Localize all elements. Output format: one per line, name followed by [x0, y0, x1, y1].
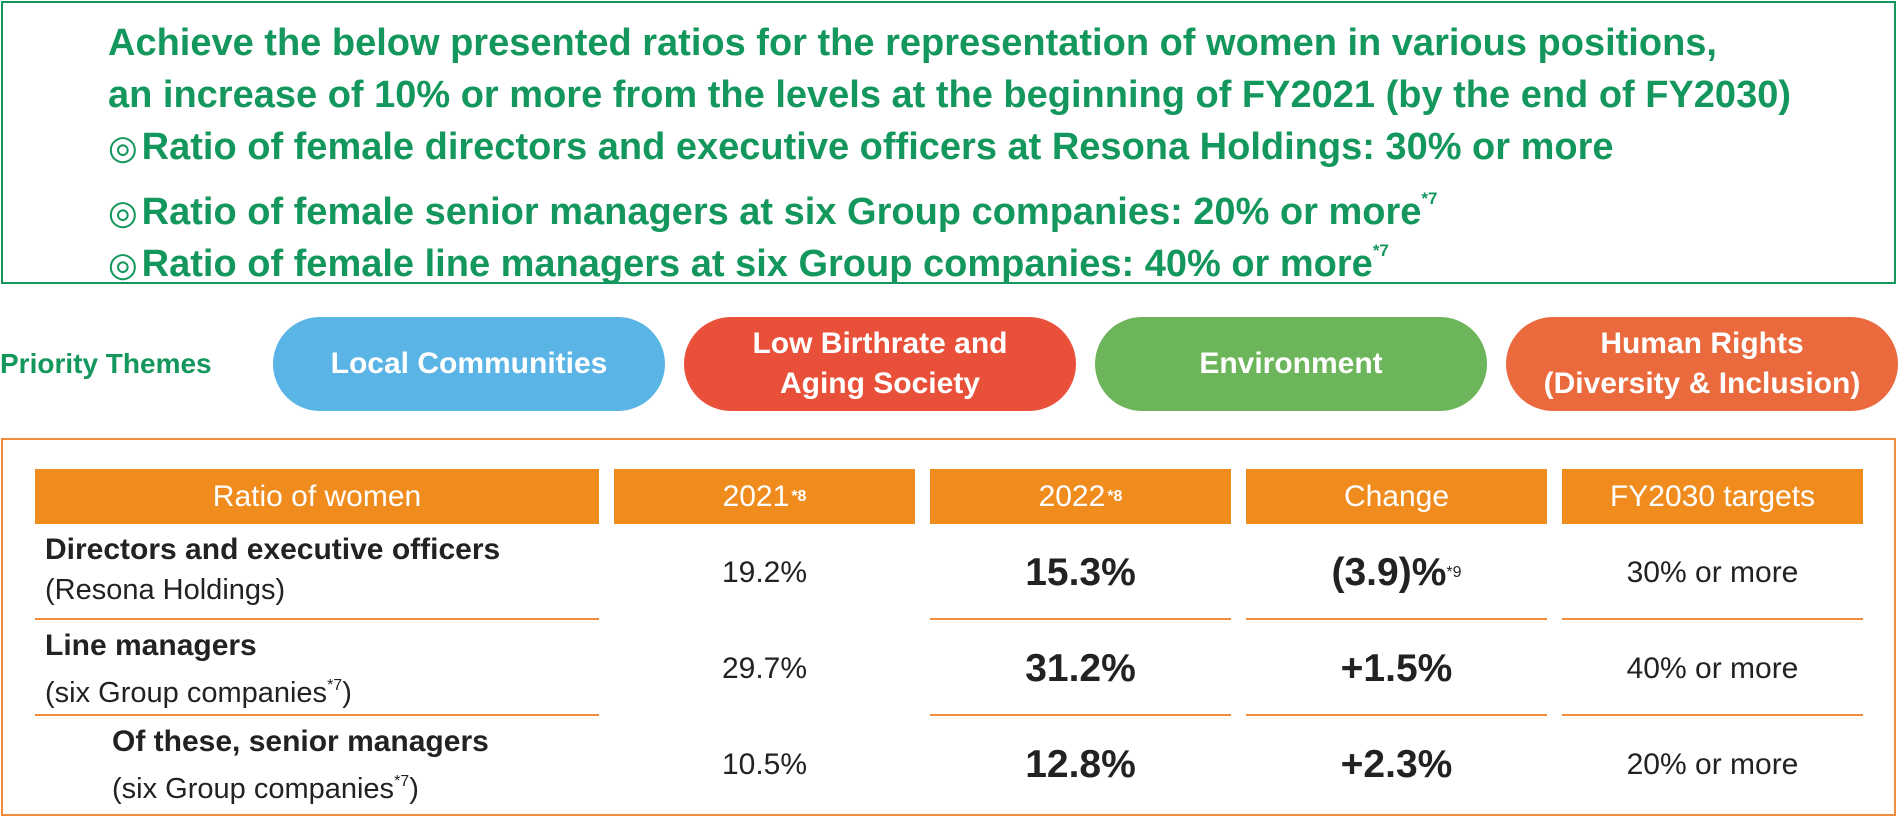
- header-label: FY2030 targets: [1609, 479, 1816, 513]
- row-sub-tail: ): [409, 773, 419, 805]
- theme-label-line2: Aging Society: [779, 367, 980, 400]
- row-divider: [930, 714, 1231, 716]
- footnote-ref: *7: [1421, 189, 1438, 208]
- theme-pill-low-birthrate: Low Birthrate and Aging Society: [684, 317, 1076, 411]
- header-label: Change: [1343, 479, 1450, 513]
- theme-label-line1: Human Rights: [1600, 327, 1804, 360]
- double-circle-icon: ◎: [108, 246, 138, 284]
- header-2021: 2021 *8: [614, 469, 915, 524]
- header-fy2030-targets: FY2030 targets: [1562, 469, 1863, 524]
- goal-bullet-text: Ratio of female directors and executive …: [141, 126, 1614, 168]
- goal-line-1: Achieve the below presented ratios for t…: [108, 22, 1717, 64]
- row-divider: [1246, 618, 1547, 620]
- row-sub-text: (six Group companies: [45, 677, 328, 709]
- row-label-sub: (six Group companies*7): [45, 666, 352, 713]
- theme-label-line1: Local Communities: [330, 347, 608, 380]
- goal-bullet-1: ◎ Ratio of female directors and executive…: [108, 121, 1791, 173]
- table-box: [1, 438, 1896, 816]
- row-divider: [930, 618, 1231, 620]
- goal-bullet-text: Ratio of female line managers at six Gro…: [141, 243, 1373, 285]
- cell-target: 20% or more: [1626, 748, 1799, 781]
- theme-pill-human-rights: Human Rights (Diversity & Inclusion): [1506, 317, 1898, 411]
- cell-target: 30% or more: [1626, 556, 1799, 589]
- priority-themes-label: Priority Themes: [0, 348, 212, 379]
- row-sub-text: (six Group companies: [112, 773, 395, 805]
- theme-pill-environment: Environment: [1095, 317, 1487, 411]
- row-label-directors: Directors and executive officers (Resona…: [45, 530, 500, 610]
- footnote-ref: *8: [791, 487, 807, 505]
- goal-text: Achieve the below presented ratios for t…: [108, 17, 1791, 285]
- header-2022: 2022 *8: [930, 469, 1231, 524]
- change-value: (3.9)%: [1331, 551, 1447, 594]
- row-sub-tail: ): [342, 677, 352, 709]
- row-label-senior-managers: Of these, senior managers (six Group com…: [112, 722, 489, 809]
- cell-2022: 31.2%: [1025, 647, 1136, 690]
- cell-2022: 12.8%: [1025, 743, 1136, 786]
- row-label-sub: (six Group companies*7): [112, 762, 489, 809]
- row-label-sub: (Resona Holdings): [45, 570, 500, 610]
- row-label-main: Directors and executive officers: [45, 533, 501, 566]
- theme-label-line1: Environment: [1199, 347, 1383, 380]
- double-circle-icon: ◎: [108, 194, 138, 232]
- row-sub-text: (Resona Holdings): [45, 574, 286, 606]
- footnote-ref: *8: [1107, 487, 1123, 505]
- row-divider: [1246, 714, 1547, 716]
- header-label: 2021: [722, 479, 790, 513]
- goal-box: Achieve the below presented ratios for t…: [1, 1, 1896, 285]
- header-change: Change: [1246, 469, 1547, 524]
- theme-label-line2: (Diversity & Inclusion): [1543, 367, 1861, 400]
- row-divider: [1562, 714, 1863, 716]
- row-divider: [35, 714, 599, 716]
- theme-pill-local-communities: Local Communities: [273, 317, 665, 411]
- goal-line-2: an increase of 10% or more from the leve…: [108, 74, 1791, 116]
- header-ratio-of-women: Ratio of women: [35, 469, 599, 524]
- row-label-main: Of these, senior managers: [112, 725, 489, 758]
- cell-2021: 29.7%: [721, 652, 808, 685]
- goal-bullet-text: Ratio of female senior managers at six G…: [141, 191, 1422, 233]
- goal-bullet-2: ◎ Ratio of female senior managers at six …: [108, 173, 1791, 233]
- cell-2021: 19.2%: [721, 556, 808, 589]
- cell-change: +2.3%: [1340, 743, 1453, 786]
- footnote-ref: *7: [327, 677, 343, 694]
- row-label-line-managers: Line managers (six Group companies*7): [45, 626, 352, 713]
- row-divider: [35, 618, 599, 620]
- cell-change: +1.5%: [1340, 647, 1453, 690]
- footnote-ref: *7: [394, 773, 410, 790]
- row-label-main: Line managers: [45, 629, 257, 662]
- double-circle-icon: ◎: [108, 129, 138, 167]
- header-label: Ratio of women: [212, 479, 422, 513]
- footnote-ref: *9: [1446, 564, 1462, 581]
- header-label: 2022: [1038, 479, 1106, 513]
- cell-change: (3.9)% *9: [1246, 551, 1547, 594]
- theme-label-line1: Low Birthrate and: [752, 327, 1008, 360]
- goal-bullet-3: ◎ Ratio of female line managers at six Gr…: [108, 225, 1791, 285]
- cell-2021: 10.5%: [721, 748, 808, 781]
- row-divider: [1562, 618, 1863, 620]
- footnote-ref: *7: [1372, 241, 1389, 260]
- cell-2022: 15.3%: [1025, 551, 1136, 594]
- cell-target: 40% or more: [1626, 652, 1799, 685]
